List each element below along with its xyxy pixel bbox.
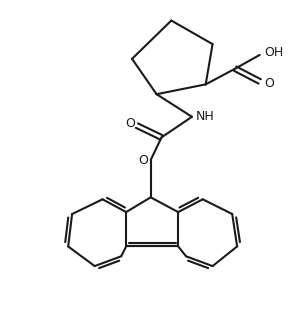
Text: O: O	[125, 117, 135, 130]
Text: NH: NH	[196, 110, 215, 123]
Text: O: O	[138, 153, 148, 167]
Text: O: O	[265, 77, 275, 90]
Text: OH: OH	[265, 47, 284, 59]
